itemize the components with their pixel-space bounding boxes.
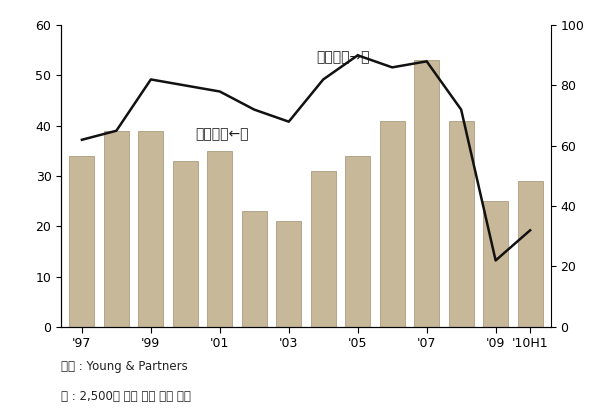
Text: 거래액（←）: 거래액（←） xyxy=(196,127,249,141)
Bar xyxy=(207,151,232,327)
Bar xyxy=(138,131,163,327)
Bar xyxy=(104,131,129,327)
Bar xyxy=(242,211,267,327)
Bar xyxy=(414,60,439,327)
Bar xyxy=(311,171,335,327)
Bar xyxy=(277,221,301,327)
Bar xyxy=(173,161,198,327)
Bar xyxy=(483,201,508,327)
Bar xyxy=(345,156,370,327)
Bar xyxy=(380,121,405,327)
Bar xyxy=(70,156,94,327)
Bar xyxy=(518,181,542,327)
Text: 주 : 2,500만 달러 이상 거래 대상: 주 : 2,500만 달러 이상 거래 대상 xyxy=(61,390,191,403)
Text: 거래수（→）: 거래수（→） xyxy=(316,50,370,64)
Bar xyxy=(449,121,474,327)
Text: 자료 : Young & Partners: 자료 : Young & Partners xyxy=(61,360,188,373)
